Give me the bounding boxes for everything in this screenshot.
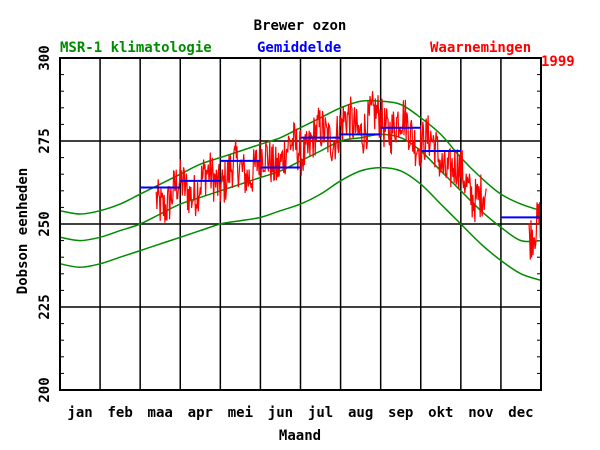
climatology-lower-line — [59, 166, 542, 282]
y-tick-label: 225 — [37, 294, 53, 319]
legend-average: Gemiddelde — [257, 40, 341, 56]
x-tick-label: mei — [228, 405, 253, 421]
x-tick-label: maa — [148, 405, 173, 421]
y-tick-labels: 200 225 250 275 300 — [37, 45, 53, 402]
x-tick-label: jun — [268, 405, 293, 421]
monthly-average-series — [140, 126, 541, 219]
observations-line — [155, 91, 487, 223]
chart-title: Brewer ozon — [254, 18, 347, 34]
y-tick-label: 300 — [37, 45, 53, 70]
x-tick-label: sep — [388, 405, 413, 421]
legend-observations: Waarnemingen — [430, 40, 531, 56]
x-tick-label: dec — [508, 405, 533, 421]
y-axis-label: Dobson eenheden — [15, 168, 31, 294]
observations-line — [528, 202, 541, 260]
x-tick-label: okt — [428, 405, 453, 421]
x-tick-labels: jan feb maa apr mei jun jul aug sep okt nov dec — [67, 405, 533, 421]
x-tick-label: feb — [107, 405, 132, 421]
y-tick-label: 275 — [37, 128, 53, 153]
legend-climatology: MSR-1 klimatologie — [60, 40, 212, 56]
x-tick-label: jan — [67, 405, 92, 421]
x-axis-label: Maand — [279, 428, 321, 444]
x-tick-label: nov — [468, 405, 493, 421]
y-tick-label: 200 — [37, 377, 53, 402]
x-tick-label: aug — [348, 405, 373, 421]
y-tick-label: 250 — [37, 211, 53, 236]
x-tick-label: jul — [308, 405, 333, 421]
x-tick-label: apr — [188, 405, 213, 421]
legend-year: 1999 — [541, 54, 575, 70]
observations-series — [155, 91, 541, 260]
plot-frame — [59, 57, 542, 391]
